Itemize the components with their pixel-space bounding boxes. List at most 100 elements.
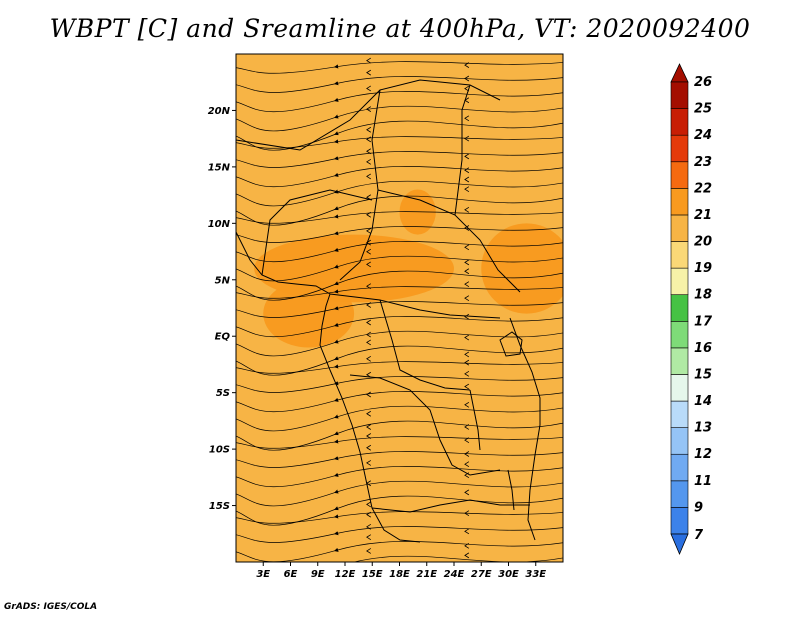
lon-tick-label: 27E xyxy=(471,569,492,580)
streamline-arrow xyxy=(464,424,470,430)
colorbar-label: 25 xyxy=(694,102,712,117)
colorbar-label: 9 xyxy=(694,500,703,515)
streamline-arrow xyxy=(366,136,372,143)
colorbar-label: 16 xyxy=(694,341,712,356)
east-africa-coast xyxy=(509,317,541,541)
streamline-arrow xyxy=(464,313,470,320)
streamline-arrow xyxy=(464,85,470,92)
streamline xyxy=(236,286,563,299)
streamline-arrow xyxy=(366,173,372,180)
streamline-arrow xyxy=(464,62,470,68)
colorbar-cell xyxy=(670,400,689,428)
streamline-arrow xyxy=(366,480,372,487)
streamline-arrow xyxy=(464,259,470,266)
lon-tick-label: 21E xyxy=(416,569,437,580)
streamline-arrow xyxy=(464,370,470,377)
border-3 xyxy=(377,189,521,293)
longitude-axis: 3E 6E 9E 12E 15E 18E 21E 24E 27E 30E 33E xyxy=(256,562,546,580)
streamline-arrow xyxy=(464,334,470,341)
streamline-arrow xyxy=(464,75,470,82)
lat-tick-label: 10S xyxy=(209,445,230,456)
streamline xyxy=(236,240,563,262)
streamline xyxy=(236,540,563,562)
streamline xyxy=(236,90,563,112)
streamline-arrow xyxy=(464,528,470,535)
streamline xyxy=(236,61,563,74)
lat-tick-label: EQ xyxy=(215,332,231,343)
streamline xyxy=(236,301,563,318)
colorbar-cell xyxy=(670,134,689,163)
colorbar-cell xyxy=(670,453,689,482)
colorbar-cell xyxy=(670,507,689,535)
streamline-arrow xyxy=(366,534,372,541)
colorbar-label: 7 xyxy=(694,528,704,543)
colorbar-label: 17 xyxy=(694,314,713,329)
streamline-arrow xyxy=(366,460,372,466)
streamline xyxy=(236,165,563,187)
streamline-arrow xyxy=(464,135,470,142)
streamline-arrow xyxy=(366,548,372,554)
streamline-arrow xyxy=(366,148,372,155)
colorbar-label: 21 xyxy=(694,208,712,223)
lake-tanganyika xyxy=(469,389,481,451)
colorbar-label: 26 xyxy=(694,75,712,90)
streamlines xyxy=(236,57,563,562)
colorbar-cell xyxy=(670,161,689,189)
lake-victoria xyxy=(499,331,523,357)
border-7 xyxy=(349,374,501,476)
colorbar-cell xyxy=(670,108,689,136)
streamline xyxy=(236,495,563,526)
streamline xyxy=(236,330,563,357)
streamline-arrow xyxy=(464,244,470,251)
colorbar-bottom-arrow xyxy=(670,533,689,556)
streamline-arrow xyxy=(464,153,470,160)
colorbar-label: 13 xyxy=(694,421,712,436)
colorbar-cell xyxy=(670,267,689,296)
lon-tick-label: 3E xyxy=(256,569,270,580)
streamline-arrow xyxy=(366,261,372,268)
streamline-arrow xyxy=(366,339,372,346)
streamline-arrow xyxy=(366,391,372,398)
streamline-arrow xyxy=(464,351,470,358)
map-title: WBPT [C] and Sreamline at 400hPa, VT: 20… xyxy=(49,14,751,43)
streamline xyxy=(236,526,563,543)
streamline-arrow xyxy=(464,451,470,457)
streamline-arrow xyxy=(366,355,372,362)
streamline-arrow xyxy=(464,401,470,408)
streamline-arrow xyxy=(464,383,470,390)
streamline xyxy=(236,180,563,207)
colorbar-cell xyxy=(670,294,689,322)
streamline-arrow xyxy=(464,186,470,192)
lon-tick-label: 18E xyxy=(389,569,410,580)
streamline xyxy=(236,436,563,449)
streamline xyxy=(236,105,563,132)
lat-tick-label: 5S xyxy=(216,388,230,399)
colorbar-label: 12 xyxy=(694,447,712,462)
streamline-arrow xyxy=(366,211,372,218)
lat-tick-label: 20N xyxy=(208,106,231,117)
streamline-arrow xyxy=(366,239,372,246)
streamline-arrow xyxy=(366,158,372,165)
streamline xyxy=(236,465,563,487)
streamline-arrow xyxy=(366,331,372,338)
streamline-arrow xyxy=(366,248,372,255)
colorbar-label: 19 xyxy=(694,261,712,276)
streamline-arrow xyxy=(464,295,470,302)
streamline-arrow xyxy=(464,461,470,468)
colorbar-cell xyxy=(670,81,689,109)
border-9 xyxy=(261,189,373,276)
streamline-arrow xyxy=(464,489,470,496)
colorbar-label: 23 xyxy=(694,155,712,170)
lat-tick-label: 15N xyxy=(208,162,231,173)
lon-tick-label: 9E xyxy=(311,569,325,580)
streamline-arrow xyxy=(366,57,372,64)
colorbar-cell xyxy=(670,480,689,508)
streamline xyxy=(236,211,563,224)
streamline xyxy=(236,361,563,374)
coastlines-borders xyxy=(236,79,541,543)
streamline-arrow xyxy=(366,69,372,76)
streamline-arrow xyxy=(366,228,372,234)
streamline-arrow xyxy=(366,444,372,451)
streamline-arrow xyxy=(366,410,372,417)
